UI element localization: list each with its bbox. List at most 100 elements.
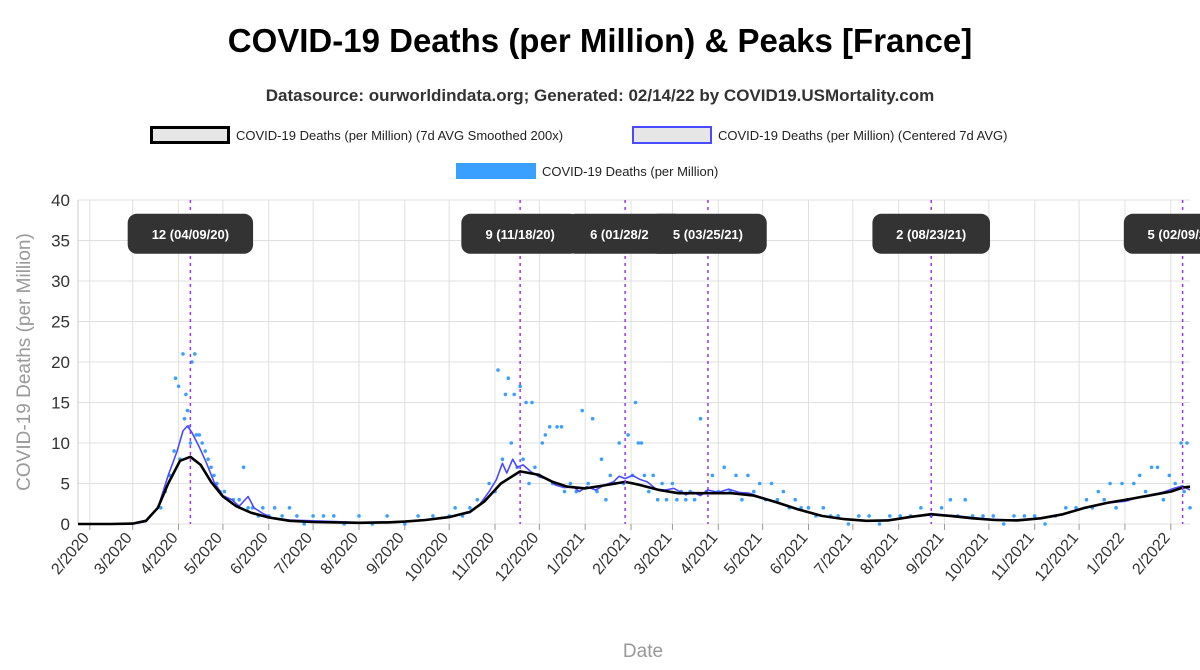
raw-data-point — [185, 408, 190, 413]
raw-data-point — [675, 497, 679, 502]
raw-data-point — [403, 522, 407, 526]
legend-label-centered: COVID-19 Deaths (per Million) (Centered … — [718, 127, 1008, 143]
x-tick-label: 5/2020 — [181, 530, 226, 578]
raw-data-point — [173, 376, 178, 381]
raw-data-point — [568, 481, 573, 486]
raw-data-point — [1185, 441, 1189, 445]
raw-data-point — [775, 497, 780, 502]
peak-annotation-label: 2 (08/23/21) — [896, 227, 966, 242]
legend-item-smoothed[interactable]: COVID-19 Deaths (per Million) (7d AVG Sm… — [150, 126, 563, 144]
raw-data-point — [651, 473, 655, 478]
x-tick-label: 2/2021 — [590, 530, 635, 578]
raw-data-point — [357, 514, 361, 518]
x-tick-label: 9/2020 — [363, 530, 408, 578]
raw-data-point — [1179, 441, 1183, 445]
raw-data-point — [184, 392, 188, 397]
x-tick-label: 6/2020 — [227, 530, 272, 578]
raw-data-point — [1001, 522, 1006, 526]
x-tick-label: 3/2021 — [631, 530, 676, 578]
raw-data-point — [524, 400, 528, 405]
raw-data-point — [280, 514, 284, 518]
raw-data-point — [692, 497, 697, 502]
peak-annotation-label: 6 (01/28/21) — [590, 227, 660, 242]
x-tick-label: 1/2022 — [1084, 530, 1129, 578]
y-tick-label: 10 — [51, 434, 70, 453]
y-tick-label: 30 — [51, 272, 70, 291]
x-tick-label: 6/2021 — [767, 530, 812, 578]
raw-dots-layer — [159, 352, 1192, 526]
raw-data-point — [287, 506, 292, 510]
peak-annotation-label: 5 (03/25/21) — [673, 227, 743, 242]
raw-data-point — [888, 514, 892, 518]
chart-title: COVID-19 Deaths (per Million) & Peaks [F… — [227, 22, 973, 59]
raw-data-point — [1108, 481, 1112, 486]
raw-data-point — [939, 506, 944, 510]
y-tick-label: 40 — [51, 191, 70, 210]
raw-data-point — [898, 514, 902, 518]
peak-annotation-box — [1123, 213, 1200, 254]
x-tick-label: 10/2020 — [402, 530, 452, 585]
raw-data-point — [527, 481, 531, 486]
raw-data-point — [1022, 514, 1027, 518]
raw-data-point — [670, 481, 675, 486]
x-tick-label: 1/2021 — [544, 530, 589, 578]
x-axis-label: Date — [623, 641, 663, 662]
raw-data-point — [981, 514, 985, 518]
raw-data-point — [793, 497, 797, 502]
raw-data-point — [176, 384, 181, 389]
raw-data-point — [453, 506, 457, 510]
legend-item-centered[interactable]: COVID-19 Deaths (per Million) (Centered … — [632, 126, 1007, 144]
raw-data-point — [1167, 473, 1172, 478]
y-tick-label: 20 — [51, 353, 70, 372]
raw-data-point — [919, 506, 923, 510]
raw-data-point — [512, 392, 516, 397]
raw-data-point — [1114, 506, 1118, 510]
raw-data-point — [664, 497, 669, 502]
raw-data-point — [487, 481, 491, 486]
raw-data-point — [722, 465, 726, 470]
raw-data-point — [781, 489, 786, 494]
x-tick-label: 2/2022 — [1129, 530, 1174, 578]
raw-data-point — [562, 489, 567, 494]
raw-data-point — [821, 506, 826, 510]
x-tick-label: 11/2020 — [449, 530, 499, 584]
chart-subtitle: Datasource: ourworldindata.org; Generate… — [265, 86, 935, 105]
raw-data-point — [608, 473, 613, 478]
x-tick-label: 8/2020 — [318, 530, 363, 578]
x-tick-label: 10/2021 — [942, 530, 992, 585]
x-tick-label: 4/2020 — [137, 530, 182, 578]
peak-annotation-box — [649, 213, 767, 254]
raw-data-point — [222, 489, 227, 494]
raw-data-point — [241, 465, 246, 470]
x-tick-label: 12/2021 — [1032, 530, 1082, 585]
y-tick-label: 25 — [51, 313, 70, 332]
raw-data-point — [1064, 506, 1068, 510]
grid-layer — [78, 199, 1190, 525]
x-tick-label: 7/2020 — [272, 530, 317, 578]
raw-data-point — [272, 506, 277, 510]
raw-data-point — [626, 433, 630, 437]
raw-data-point — [193, 352, 197, 356]
raw-data-point — [509, 441, 514, 445]
raw-data-point — [698, 416, 703, 421]
legend-item-raw[interactable]: COVID-19 Deaths (per Million) — [456, 163, 718, 179]
raw-data-point — [684, 497, 688, 502]
raw-data-point — [867, 514, 871, 518]
y-tick-label: 5 — [61, 475, 70, 494]
raw-data-point — [188, 441, 193, 445]
raw-data-point — [181, 352, 185, 356]
y-tick-label: 0 — [61, 515, 70, 534]
raw-data-point — [206, 457, 210, 462]
raw-data-point — [431, 514, 435, 518]
x-tick-label: 3/2020 — [91, 530, 136, 578]
raw-data-point — [586, 481, 590, 486]
raw-data-point — [746, 473, 750, 478]
peak-annotation-box — [127, 213, 254, 254]
raw-data-point — [302, 522, 307, 526]
raw-data-point — [533, 465, 537, 470]
x-tick-label: 5/2021 — [721, 530, 766, 578]
raw-data-point — [963, 497, 967, 502]
raw-data-point — [595, 489, 599, 494]
raw-data-point — [321, 514, 326, 518]
